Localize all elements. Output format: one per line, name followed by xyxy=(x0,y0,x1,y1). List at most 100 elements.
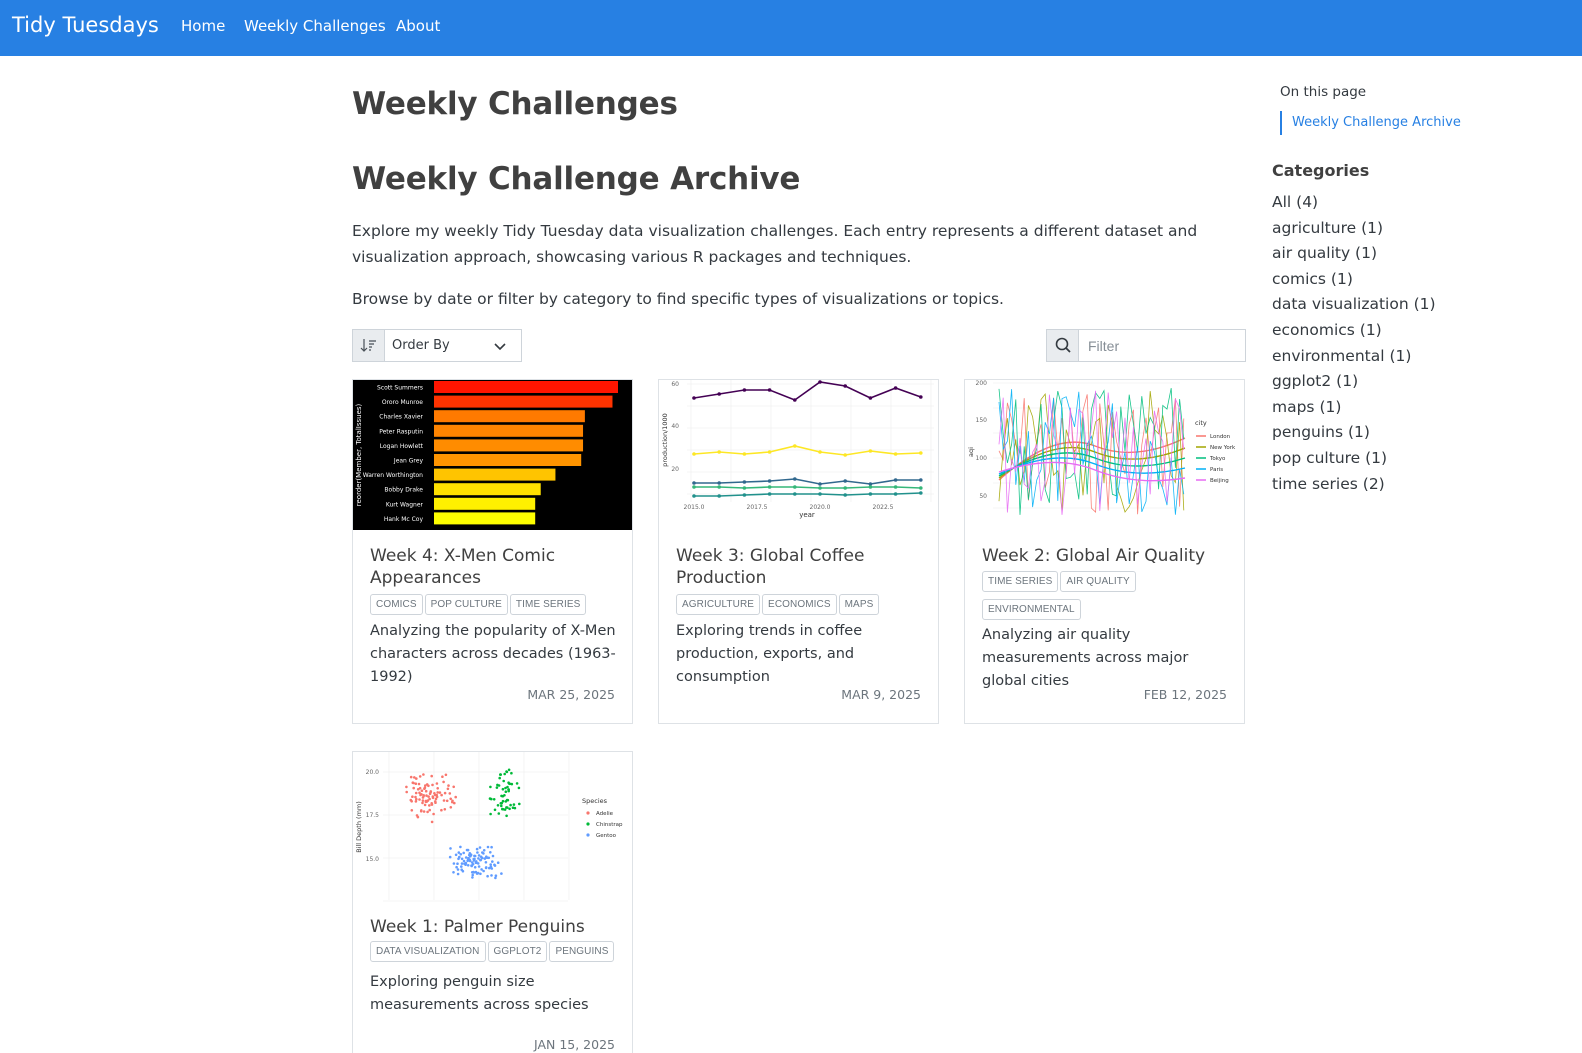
peng-point xyxy=(461,869,465,873)
peng-point xyxy=(440,808,443,812)
airq-ytick: 50 xyxy=(979,493,987,500)
category-data-visualization[interactable]: data visualization (1) xyxy=(1272,295,1436,314)
peng-point xyxy=(438,791,442,794)
card-title[interactable]: Week 2: Global Air Quality xyxy=(982,546,1206,566)
peng-point xyxy=(515,782,519,785)
peng-point xyxy=(426,810,429,814)
peng-point xyxy=(518,802,521,806)
nav-home-link[interactable]: Home xyxy=(181,17,226,35)
intro-paragraph: Explore my weekly Tidy Tuesday data visu… xyxy=(352,222,1198,266)
coffee-point xyxy=(818,380,822,384)
peng-point xyxy=(430,774,433,778)
tag-time-series[interactable]: TIME SERIES xyxy=(509,594,587,615)
tag-environmental[interactable]: ENVIRONMENTAL xyxy=(982,599,1081,620)
tag-penguins[interactable]: PENGUINS xyxy=(549,941,615,962)
card-week-2[interactable]: 200 150 100 50 aqi city London New York Tokyo Par… xyxy=(964,379,1245,724)
xmen-bar-chart: reorder(Member, TotalIssues) Scott Summer… xyxy=(355,381,618,525)
page-title: Weekly Challenges xyxy=(352,86,678,122)
peng-point xyxy=(513,806,517,810)
category-penguins[interactable]: penguins (1) xyxy=(1272,423,1370,442)
xmen-ylabel: reorder(Member, TotalIssues) xyxy=(355,403,363,506)
peng-point xyxy=(428,804,431,807)
xmen-bar xyxy=(434,410,585,423)
card-title[interactable]: Week 1: Palmer Penguins xyxy=(370,917,585,937)
peng-point xyxy=(418,786,422,790)
category-maps[interactable]: maps (1) xyxy=(1272,397,1342,416)
xmen-bar-label: Jean Grey xyxy=(393,458,424,465)
peng-point xyxy=(441,775,444,778)
tag-pop-culture[interactable]: POP CULTURE xyxy=(424,594,508,615)
card-week-4[interactable]: reorder(Member, TotalIssues) Scott Summer… xyxy=(352,379,633,724)
peng-point xyxy=(442,799,446,802)
card-title[interactable]: Week 4: X-Men Comic Appearances xyxy=(370,546,556,588)
category-ggplot2[interactable]: ggplot2 (1) xyxy=(1272,372,1359,391)
peng-point xyxy=(452,785,455,789)
category-air-quality[interactable]: air quality (1) xyxy=(1272,244,1378,263)
peng-point xyxy=(490,845,493,849)
toc-link-archive[interactable]: Weekly Challenge Archive xyxy=(1280,111,1461,135)
airq-smooth-line xyxy=(998,457,1186,475)
peng-point xyxy=(405,790,408,794)
category-environmental[interactable]: environmental (1) xyxy=(1272,346,1412,365)
tag-time-series[interactable]: TIME SERIES xyxy=(982,571,1059,592)
peng-point xyxy=(498,776,501,780)
xmen-bar-label: Peter Rasputin xyxy=(379,428,423,435)
site-brand[interactable]: Tidy Tuesdays xyxy=(12,13,159,37)
order-by-select[interactable]: Order By xyxy=(352,329,522,362)
card-thumbnail-airq: 200 150 100 50 aqi city London New York Tokyo Par… xyxy=(965,380,1244,530)
tag-agriculture[interactable]: AGRICULTURE xyxy=(676,594,761,615)
card-title[interactable]: Week 3: Global Coffee Production xyxy=(676,546,865,588)
card-week-1[interactable]: 20.0 17.5 15.0 Bill Depth (mm) Species Adelie… xyxy=(352,751,633,1053)
tag-economics[interactable]: ECONOMICS xyxy=(762,594,837,615)
peng-point xyxy=(428,797,431,801)
tag-maps[interactable]: MAPS xyxy=(838,594,880,615)
xmen-bar xyxy=(434,497,536,510)
peng-point xyxy=(468,859,472,863)
peng-point xyxy=(470,864,473,868)
coffee-point xyxy=(767,485,772,489)
airq-ytick: 150 xyxy=(976,417,988,424)
category-agriculture[interactable]: agriculture (1) xyxy=(1272,218,1384,237)
nav-weekly-challenges-link[interactable]: Weekly Challenges xyxy=(244,17,386,35)
coffee-point xyxy=(843,384,847,388)
peng-point xyxy=(483,857,487,860)
peng-point xyxy=(419,793,422,797)
tag-comics[interactable]: COMICS xyxy=(370,594,423,615)
category-pop-culture[interactable]: pop culture (1) xyxy=(1272,448,1388,467)
filter-input[interactable] xyxy=(1080,330,1245,361)
nav-about-link[interactable]: About xyxy=(396,17,441,35)
peng-point xyxy=(456,862,459,865)
coffee-ytick: 40 xyxy=(671,423,679,430)
coffee-series-line xyxy=(693,445,921,456)
tag-air-quality[interactable]: AIR QUALITY xyxy=(1060,571,1136,592)
peng-point xyxy=(427,784,430,788)
tag-ggplot2[interactable]: GGPLOT2 xyxy=(487,941,548,962)
category-all[interactable]: All (4) xyxy=(1272,193,1319,211)
xmen-bar-label: Scott Summers xyxy=(377,385,423,392)
category-economics[interactable]: economics (1) xyxy=(1272,320,1382,339)
peng-point xyxy=(507,768,511,772)
coffee-point xyxy=(767,492,772,496)
peng-point xyxy=(460,862,464,865)
airq-legend-label: London xyxy=(1210,434,1231,440)
coffee-point xyxy=(919,395,923,399)
coffee-point xyxy=(818,450,822,454)
peng-point xyxy=(468,853,471,857)
peng-point xyxy=(431,783,434,787)
category-comics[interactable]: comics (1) xyxy=(1272,269,1353,288)
category-time-series[interactable]: time series (2) xyxy=(1272,474,1385,493)
coffee-point xyxy=(843,479,847,483)
tag-data-visualization[interactable]: DATA VISUALIZATION xyxy=(370,941,486,962)
coffee-point xyxy=(793,444,797,448)
peng-point xyxy=(424,789,428,793)
peng-point xyxy=(409,798,413,802)
card-description: Exploring trends in coffee production, e… xyxy=(676,623,863,685)
airq-legend-label: Paris xyxy=(1210,467,1223,473)
card-week-3[interactable]: 60 40 20 2015.0 2017.5 2020.0 2022.5 year produc… xyxy=(658,379,939,724)
navbar: Tidy Tuesdays Home Weekly Challenges Abo… xyxy=(0,0,1582,56)
peng-point xyxy=(494,874,498,877)
peng-point xyxy=(432,812,435,816)
on-this-page-heading: On this page xyxy=(1280,84,1367,100)
card-tags: DATA VISUALIZATION GGPLOT2 PENGUINS xyxy=(370,939,625,967)
